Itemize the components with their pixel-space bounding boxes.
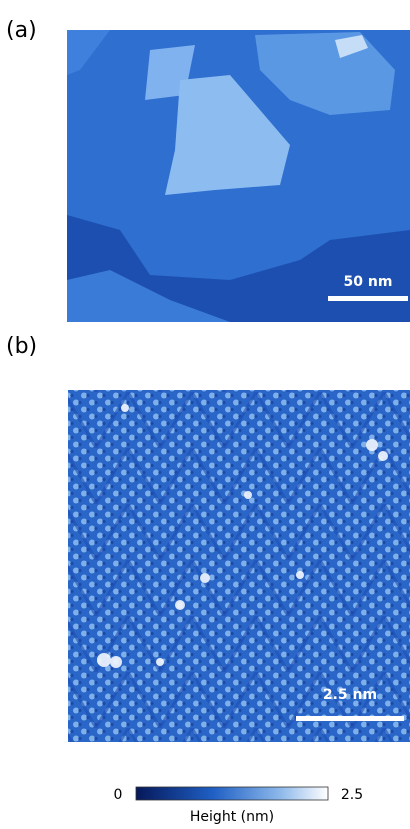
panel-label: (a): [6, 18, 37, 43]
scale-bar: [328, 296, 408, 301]
figure: (a) 50 nm (b) 2.5 nm 0 2.5 Height (nm): [0, 0, 410, 825]
scale-bar: [296, 716, 404, 721]
scale-bar-label: 2.5 nm: [323, 687, 377, 703]
colorbar: [136, 787, 328, 800]
scale-bar-label: 50 nm: [344, 274, 393, 290]
colorbar-min: 0: [114, 787, 123, 803]
panel-label: (b): [6, 334, 37, 359]
colorbar-label: Height (nm): [190, 809, 274, 825]
colorbar-max: 2.5: [341, 787, 363, 803]
